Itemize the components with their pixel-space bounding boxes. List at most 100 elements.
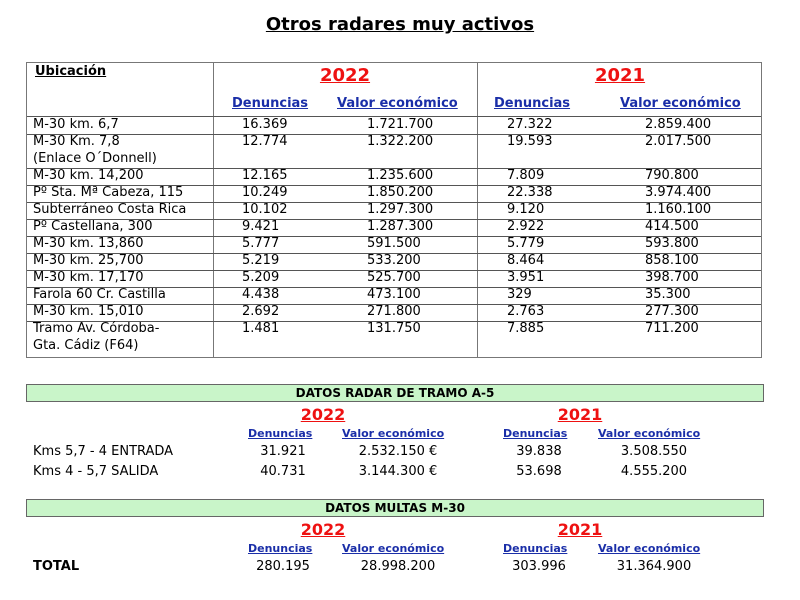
row-divider [27,321,761,322]
location-header: Ubicación [35,64,107,79]
col-header-denuncias-2021: Denuncias [494,96,571,111]
denuncias-2022-cell: 5.219 [242,253,280,268]
denuncias-2021-cell: 2.922 [507,219,545,234]
column-divider [477,63,478,357]
col-header-valor-2022: Valor económico [337,96,458,111]
location-cell: (Enlace O´Donnell) [33,151,157,166]
location-cell: Pº Sta. Mª Cabeza, 115 [33,185,184,200]
table-row: Subterráneo Costa Rica 10.102 1.297.300 9.1… [27,202,761,219]
denuncias-2021-cell: 53.698 [516,464,562,479]
valor-2021-cell: 277.300 [645,304,699,319]
valor-2021-cell: 31.364.900 [616,559,692,574]
denuncias-2022-cell: 9.421 [242,219,280,234]
row-label: TOTAL [33,559,80,574]
row-divider [27,236,761,237]
table-row: Tramo Av. Córdoba- Gta. Cádiz (F64) 1.481 1… [27,321,761,355]
valor-2022-cell: 131.750 [367,321,421,336]
valor-2022-cell: 473.100 [367,287,421,302]
col-header-denuncias-2022: Denuncias [232,96,309,111]
denuncias-2022-cell: 10.249 [242,185,288,200]
multas-m30-header: DATOS MULTAS M-30 [26,499,764,517]
multas-col-denuncias-2022: Denuncias [248,542,313,555]
location-cell: M-30 km. 14,200 [33,168,144,183]
valor-2021-cell: 858.100 [645,253,699,268]
valor-2021-cell: 790.800 [645,168,699,183]
valor-2022-cell: 1.287.300 [367,219,434,234]
table-row: Farola 60 Cr. Castilla 4.438 473.100 329 35.… [27,287,761,304]
valor-2021-cell: 711.200 [645,321,699,336]
column-divider [213,63,214,357]
row-label: Kms 5,7 - 4 ENTRADA [33,444,174,459]
table-row: M-30 km. 14,200 12.165 1.235.600 7.809 790.8… [27,168,761,185]
row-divider [27,168,761,169]
multas-col-valor-2021: Valor económico [598,542,701,555]
valor-2022-cell: 271.800 [367,304,421,319]
denuncias-2022-cell: 280.195 [256,559,310,574]
denuncias-2021-cell: 3.951 [507,270,545,285]
denuncias-2021-cell: 2.763 [507,304,545,319]
valor-2021-cell: 3.974.400 [645,185,712,200]
table-row: M-30 Km. 7,8 (Enlace O´Donnell) 12.774 1.32… [27,134,761,168]
row-divider [27,270,761,271]
denuncias-2022-cell: 1.481 [242,321,280,336]
denuncias-2021-cell: 7.885 [507,321,545,336]
table-row: M-30 km. 25,700 5.219 533.200 8.464 858.100 [27,253,761,270]
valor-2022-cell: 1.322.200 [367,134,434,149]
valor-2022-cell: 2.532.150 € [358,444,438,459]
valor-2022-cell: 591.500 [367,236,421,251]
valor-2021-cell: 2.017.500 [645,134,712,149]
location-cell: Pº Castellana, 300 [33,219,153,234]
valor-2022-cell: 3.144.300 € [358,464,438,479]
tramo-col-denuncias-2021: Denuncias [503,427,568,440]
tramo-year-2021: 2021 [557,405,603,424]
tramo-col-valor-2022: Valor económico [342,427,445,440]
denuncias-2021-cell: 19.593 [507,134,553,149]
row-divider [27,253,761,254]
valor-2022-cell: 28.998.200 [360,559,436,574]
denuncias-2021-cell: 5.779 [507,236,545,251]
table-row: Pº Sta. Mª Cabeza, 115 10.249 1.850.200 22.… [27,185,761,202]
location-cell: M-30 km. 13,860 [33,236,144,251]
valor-2022-cell: 1.850.200 [367,185,434,200]
valor-2022-cell: 1.721.700 [367,117,434,132]
denuncias-2021-cell: 39.838 [516,444,562,459]
valor-2022-cell: 533.200 [367,253,421,268]
table-row: M-30 km. 6,7 16.369 1.721.700 27.322 2.859.4… [27,117,761,134]
denuncias-2022-cell: 16.369 [242,117,288,132]
tramo-a5-header: DATOS RADAR DE TRAMO A-5 [26,384,764,402]
location-cell: M-30 km. 6,7 [33,117,119,132]
row-divider [27,304,761,305]
denuncias-2022-cell: 5.777 [242,236,280,251]
location-cell: Gta. Cádiz (F64) [33,338,139,353]
denuncias-2022-cell: 2.692 [242,304,280,319]
table-row: M-30 km. 15,010 2.692 271.800 2.763 277.300 [27,304,761,321]
row-label: Kms 4 - 5,7 SALIDA [33,464,159,479]
table-row: Pº Castellana, 300 9.421 1.287.300 2.922 414… [27,219,761,236]
page-title: Otros radares muy activos [265,14,535,35]
denuncias-2022-cell: 40.731 [260,464,306,479]
valor-2021-cell: 414.500 [645,219,699,234]
valor-2021-cell: 2.859.400 [645,117,712,132]
location-cell: Subterráneo Costa Rica [33,202,187,217]
location-cell: Tramo Av. Córdoba- [33,321,160,336]
denuncias-2021-cell: 9.120 [507,202,545,217]
header-divider [27,116,761,117]
denuncias-2021-cell: 329 [507,287,532,302]
denuncias-2022-cell: 10.102 [242,202,288,217]
valor-2022-cell: 525.700 [367,270,421,285]
valor-2022-cell: 1.297.300 [367,202,434,217]
table-row: M-30 km. 13,860 5.777 591.500 5.779 593.800 [27,236,761,253]
multas-year-2022: 2022 [300,520,346,539]
col-header-valor-2021: Valor económico [620,96,741,111]
denuncias-2022-cell: 5.209 [242,270,280,285]
tramo-col-denuncias-2022: Denuncias [248,427,313,440]
multas-col-denuncias-2021: Denuncias [503,542,568,555]
denuncias-2022-cell: 12.774 [242,134,288,149]
row-divider [27,287,761,288]
row-divider [27,185,761,186]
multas-year-2021: 2021 [557,520,603,539]
valor-2021-cell: 1.160.100 [645,202,712,217]
row-divider [27,134,761,135]
valor-2021-cell: 3.508.550 [620,444,688,459]
year-2021: 2021 [594,65,646,86]
